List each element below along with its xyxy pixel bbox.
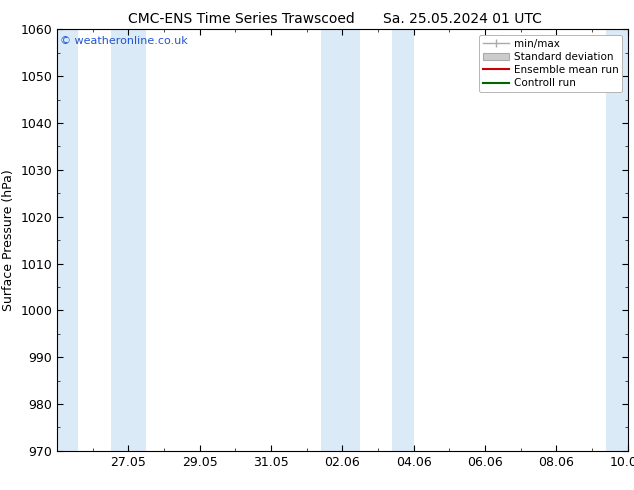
Text: CMC-ENS Time Series Trawscoed: CMC-ENS Time Series Trawscoed	[127, 12, 354, 26]
Bar	[606, 29, 628, 451]
Bar	[321, 29, 360, 451]
Bar	[110, 29, 146, 451]
Bar	[392, 29, 413, 451]
Legend: min/max, Standard deviation, Ensemble mean run, Controll run: min/max, Standard deviation, Ensemble me…	[479, 35, 623, 92]
Text: Sa. 25.05.2024 01 UTC: Sa. 25.05.2024 01 UTC	[384, 12, 542, 26]
Bar	[57, 29, 79, 451]
Y-axis label: Surface Pressure (hPa): Surface Pressure (hPa)	[2, 169, 15, 311]
Text: © weatheronline.co.uk: © weatheronline.co.uk	[60, 36, 188, 46]
